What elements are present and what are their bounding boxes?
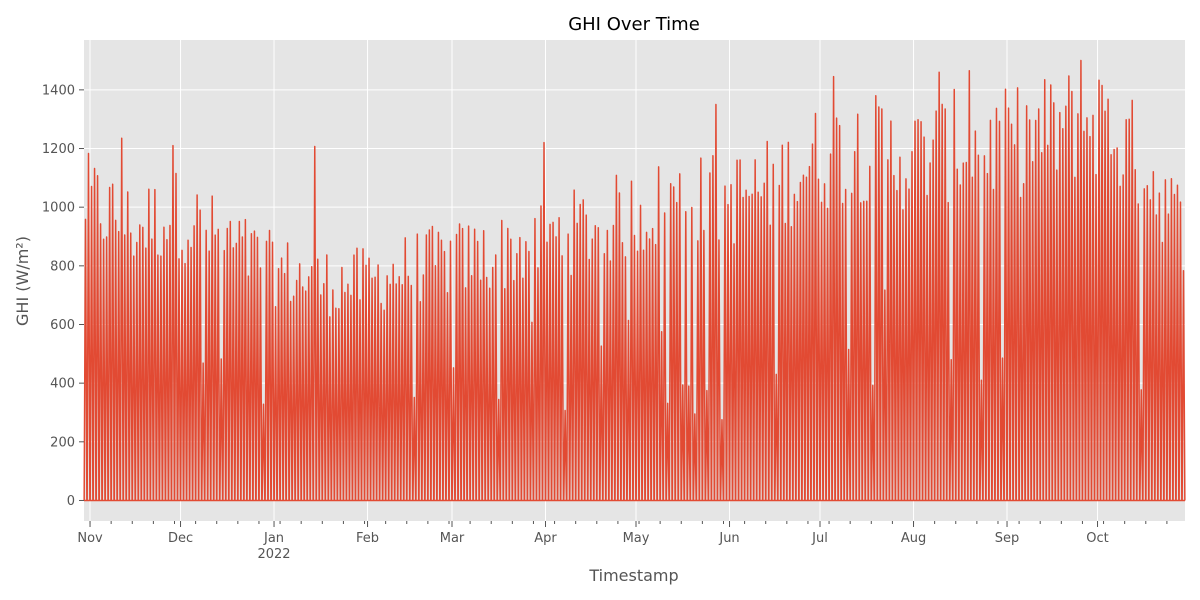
y-tick-label: 1400 xyxy=(42,83,75,98)
y-tick-label: 1200 xyxy=(42,142,75,157)
y-tick-label: 600 xyxy=(50,318,75,333)
y-tick-label: 200 xyxy=(50,435,75,450)
x-tick-label: Nov xyxy=(77,531,103,546)
x-tick-label: Mar xyxy=(440,531,465,546)
x-tick-label: Jul xyxy=(811,531,828,546)
x-tick-label: May xyxy=(623,531,650,546)
x-tick-label: Sep xyxy=(995,531,1020,546)
chart-title: GHI Over Time xyxy=(568,14,700,35)
x-axis: Nov Dec Jan Feb Mar Apr May Jun Jul Aug Sep Oct 2022 xyxy=(77,521,1168,562)
x-tick-label: Oct xyxy=(1086,531,1108,546)
y-tick-label: 0 xyxy=(67,494,75,509)
y-tick-label: 1000 xyxy=(42,201,75,216)
ghi-line xyxy=(83,59,1186,501)
x-axis-label: Timestamp xyxy=(588,566,678,585)
x-tick-label: Aug xyxy=(901,531,926,546)
x-year-label: 2022 xyxy=(257,547,290,562)
x-tick-label: Feb xyxy=(356,531,379,546)
y-tick-label: 400 xyxy=(50,377,75,392)
x-tick-label: Jan xyxy=(263,531,284,546)
x-tick-label: Jun xyxy=(718,531,739,546)
y-axis-label: GHI (W/m²) xyxy=(13,236,32,326)
y-tick-label: 800 xyxy=(50,259,75,274)
y-axis: 0 200 400 600 800 1000 1200 1400 xyxy=(42,83,84,509)
x-tick-label: Apr xyxy=(534,531,557,546)
x-tick-label: Dec xyxy=(168,531,193,546)
ghi-series xyxy=(83,59,1186,502)
